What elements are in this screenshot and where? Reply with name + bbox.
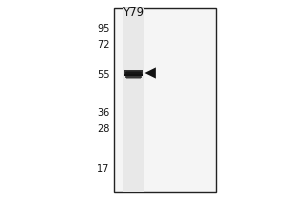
Bar <box>114 8 216 192</box>
Text: 55: 55 <box>97 70 110 80</box>
Text: 17: 17 <box>97 164 110 174</box>
Text: Y79: Y79 <box>122 6 145 19</box>
Bar <box>123 8 144 192</box>
Bar <box>126 76 141 79</box>
Text: 95: 95 <box>97 24 110 34</box>
Polygon shape <box>145 67 156 79</box>
Bar <box>126 71 141 74</box>
Text: 72: 72 <box>97 40 110 50</box>
Text: 28: 28 <box>97 124 110 134</box>
Bar <box>124 70 143 76</box>
Bar <box>125 75 142 78</box>
Text: 36: 36 <box>97 108 110 118</box>
Bar <box>125 72 142 75</box>
Bar <box>124 74 143 76</box>
